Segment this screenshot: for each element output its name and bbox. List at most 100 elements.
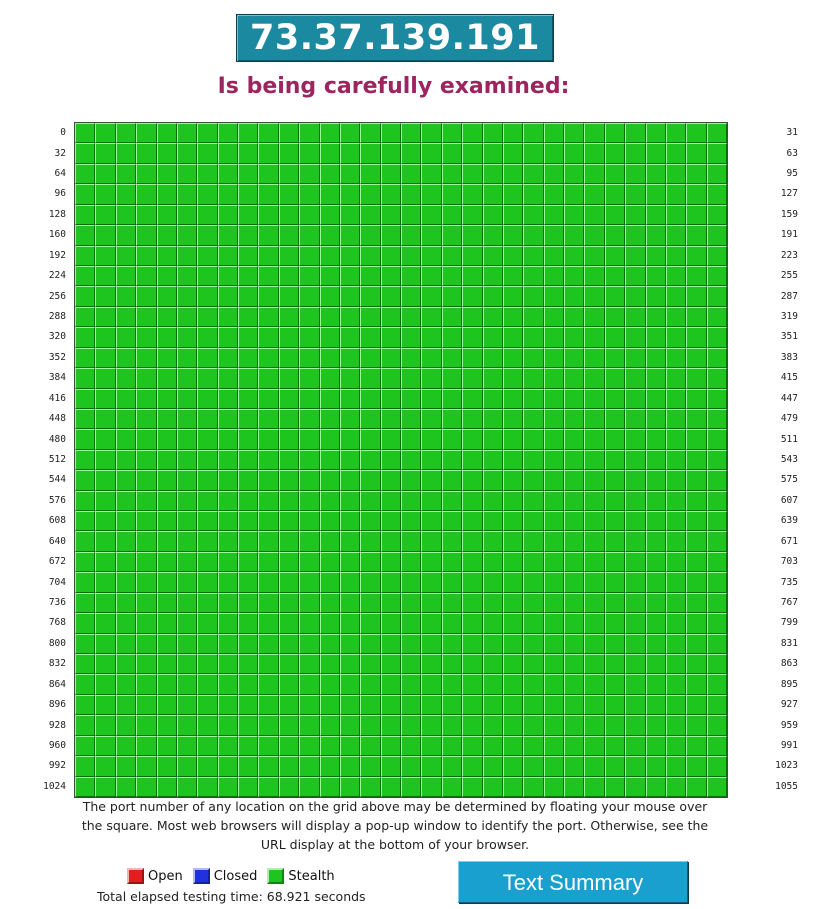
port-cell-378[interactable] bbox=[604, 347, 626, 369]
port-cell-694[interactable] bbox=[523, 551, 544, 573]
port-cell-28[interactable] bbox=[645, 123, 666, 144]
port-cell-554[interactable] bbox=[278, 470, 300, 491]
port-cell-910[interactable] bbox=[360, 694, 381, 716]
port-cell-186[interactable] bbox=[604, 225, 626, 246]
port-cell-535[interactable] bbox=[543, 449, 564, 471]
port-cell-981[interactable] bbox=[502, 735, 524, 757]
port-cell-105[interactable] bbox=[258, 184, 279, 205]
port-cell-809[interactable] bbox=[258, 633, 279, 655]
port-cell-213[interactable] bbox=[502, 245, 524, 266]
port-cell-510[interactable] bbox=[686, 429, 707, 450]
port-cell-645[interactable] bbox=[176, 531, 198, 552]
port-cell-171[interactable] bbox=[299, 225, 320, 246]
port-cell-81[interactable] bbox=[421, 163, 442, 185]
port-cell-434[interactable] bbox=[441, 388, 463, 409]
port-cell-643[interactable] bbox=[136, 531, 157, 552]
port-cell-617[interactable] bbox=[258, 511, 279, 532]
port-cell-642[interactable] bbox=[115, 531, 137, 552]
port-cell-920[interactable] bbox=[564, 694, 585, 716]
port-cell-125[interactable] bbox=[665, 184, 687, 205]
port-cell-152[interactable] bbox=[564, 204, 585, 226]
port-cell-466[interactable] bbox=[441, 408, 463, 430]
port-cell-398[interactable] bbox=[360, 368, 381, 389]
port-cell-768[interactable] bbox=[75, 613, 96, 634]
port-cell-831[interactable] bbox=[706, 633, 727, 655]
port-cell-556[interactable] bbox=[319, 470, 340, 491]
port-cell-344[interactable] bbox=[564, 327, 585, 348]
port-cell-488[interactable] bbox=[238, 429, 259, 450]
port-cell-321[interactable] bbox=[95, 327, 116, 348]
port-cell-295[interactable] bbox=[217, 306, 238, 328]
port-cell-78[interactable] bbox=[360, 163, 381, 185]
port-cell-777[interactable] bbox=[258, 613, 279, 634]
port-cell-906[interactable] bbox=[278, 694, 300, 716]
port-cell-518[interactable] bbox=[197, 449, 218, 471]
port-cell-210[interactable] bbox=[441, 245, 463, 266]
port-cell-456[interactable] bbox=[238, 408, 259, 430]
port-cell-394[interactable] bbox=[278, 368, 300, 389]
port-cell-602[interactable] bbox=[604, 490, 626, 512]
port-cell-928[interactable] bbox=[75, 715, 96, 736]
port-cell-885[interactable] bbox=[502, 674, 524, 695]
port-cell-795[interactable] bbox=[625, 613, 646, 634]
port-cell-670[interactable] bbox=[686, 531, 707, 552]
port-cell-905[interactable] bbox=[258, 694, 279, 716]
port-cell-605[interactable] bbox=[665, 490, 687, 512]
port-cell-1051[interactable] bbox=[625, 776, 646, 797]
port-cell-501[interactable] bbox=[502, 429, 524, 450]
port-cell-1030[interactable] bbox=[197, 776, 218, 797]
port-cell-137[interactable] bbox=[258, 204, 279, 226]
port-cell-256[interactable] bbox=[75, 286, 96, 307]
port-cell-869[interactable] bbox=[176, 674, 198, 695]
port-cell-62[interactable] bbox=[686, 143, 707, 164]
port-cell-409[interactable] bbox=[584, 368, 605, 389]
port-cell-520[interactable] bbox=[238, 449, 259, 471]
port-cell-659[interactable] bbox=[462, 531, 483, 552]
port-cell-663[interactable] bbox=[543, 531, 564, 552]
port-cell-265[interactable] bbox=[258, 286, 279, 307]
port-cell-161[interactable] bbox=[95, 225, 116, 246]
port-cell-812[interactable] bbox=[319, 633, 340, 655]
port-cell-1025[interactable] bbox=[95, 776, 116, 797]
port-cell-939[interactable] bbox=[299, 715, 320, 736]
port-cell-67[interactable] bbox=[136, 163, 157, 185]
port-cell-918[interactable] bbox=[523, 694, 544, 716]
port-cell-282[interactable] bbox=[604, 286, 626, 307]
port-cell-561[interactable] bbox=[421, 470, 442, 491]
port-cell-624[interactable] bbox=[401, 511, 422, 532]
port-cell-837[interactable] bbox=[176, 654, 198, 675]
port-cell-1009[interactable] bbox=[421, 756, 442, 777]
port-cell-307[interactable] bbox=[462, 306, 483, 328]
port-cell-1013[interactable] bbox=[502, 756, 524, 777]
port-cell-318[interactable] bbox=[686, 306, 707, 328]
port-cell-94[interactable] bbox=[686, 163, 707, 185]
port-cell-43[interactable] bbox=[299, 143, 320, 164]
port-cell-1027[interactable] bbox=[136, 776, 157, 797]
port-cell-23[interactable] bbox=[543, 123, 564, 144]
port-cell-203[interactable] bbox=[299, 245, 320, 266]
port-cell-923[interactable] bbox=[625, 694, 646, 716]
port-cell-319[interactable] bbox=[706, 306, 727, 328]
port-cell-542[interactable] bbox=[686, 449, 707, 471]
port-cell-878[interactable] bbox=[360, 674, 381, 695]
port-cell-1053[interactable] bbox=[665, 776, 687, 797]
port-cell-159[interactable] bbox=[706, 204, 727, 226]
port-cell-391[interactable] bbox=[217, 368, 238, 389]
port-cell-545[interactable] bbox=[95, 470, 116, 491]
port-cell-658[interactable] bbox=[441, 531, 463, 552]
port-cell-661[interactable] bbox=[502, 531, 524, 552]
port-cell-452[interactable] bbox=[156, 408, 177, 430]
port-cell-876[interactable] bbox=[319, 674, 340, 695]
port-cell-909[interactable] bbox=[339, 694, 361, 716]
port-cell-168[interactable] bbox=[238, 225, 259, 246]
port-cell-304[interactable] bbox=[401, 306, 422, 328]
port-cell-472[interactable] bbox=[564, 408, 585, 430]
port-cell-544[interactable] bbox=[75, 470, 96, 491]
port-cell-1035[interactable] bbox=[299, 776, 320, 797]
port-cell-778[interactable] bbox=[278, 613, 300, 634]
port-cell-752[interactable] bbox=[401, 592, 422, 614]
port-cell-739[interactable] bbox=[136, 592, 157, 614]
port-cell-448[interactable] bbox=[75, 408, 96, 430]
port-cell-997[interactable] bbox=[176, 756, 198, 777]
port-cell-458[interactable] bbox=[278, 408, 300, 430]
